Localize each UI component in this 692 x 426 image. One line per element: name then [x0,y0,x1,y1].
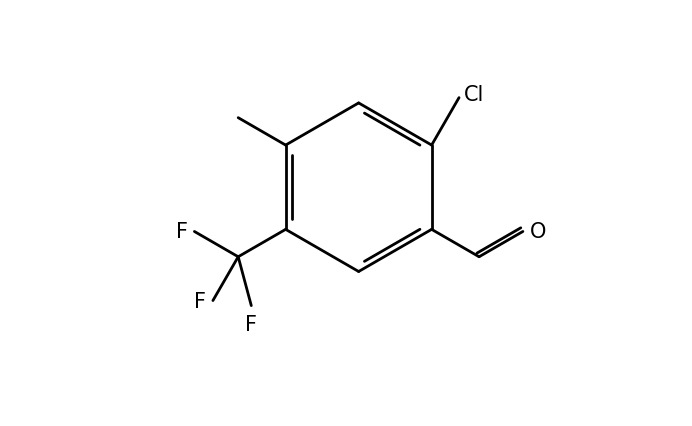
Text: F: F [194,291,206,311]
Text: F: F [245,314,257,334]
Text: O: O [529,222,546,242]
Text: Cl: Cl [464,85,484,105]
Text: F: F [176,222,188,242]
